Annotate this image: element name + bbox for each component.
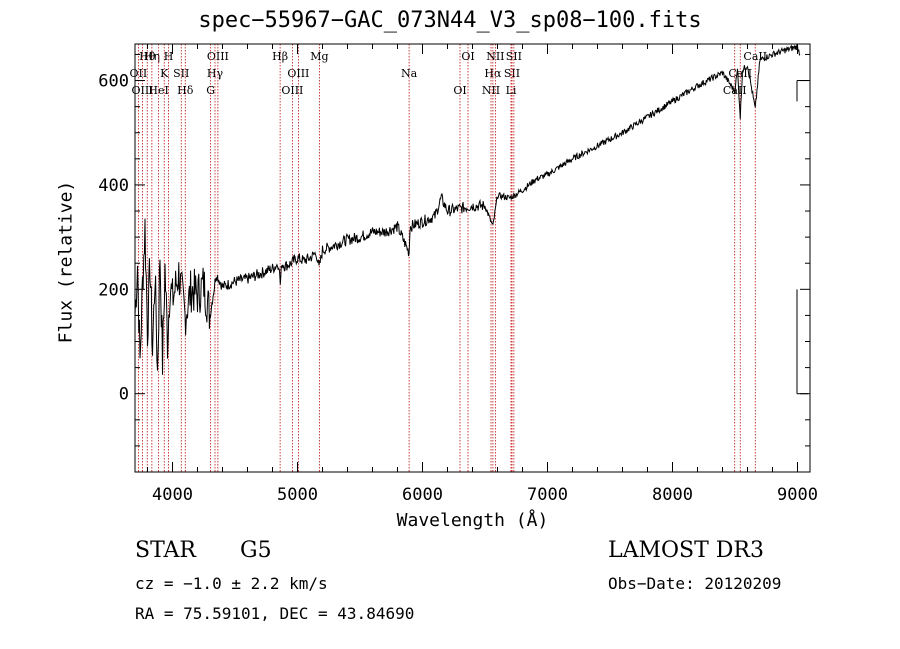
x-tick-label: 8000 — [652, 485, 693, 505]
line-marker-label: NII — [486, 50, 504, 63]
line-marker-label: OIII — [287, 67, 309, 80]
redshift-cz: cz = −1.0 ± 2.2 km/s — [135, 574, 328, 593]
line-marker-label: Na — [401, 67, 418, 80]
survey-name: LAMOST DR3 — [608, 538, 764, 563]
line-marker-label: Hβ — [272, 50, 288, 63]
line-marker-label: K — [160, 67, 169, 80]
line-marker-label: Hγ — [207, 67, 224, 80]
line-marker-label: SII — [504, 67, 520, 80]
observation-date: Obs−Date: 20120209 — [608, 574, 782, 593]
line-marker-label: OIII — [281, 84, 303, 97]
x-axis-label: Wavelength (Å) — [396, 510, 549, 531]
x-tick-label: 5000 — [277, 485, 318, 505]
x-tick-label: 6000 — [402, 485, 443, 505]
line-marker-label: Mg — [310, 50, 328, 63]
line-marker-label: CaII — [743, 50, 767, 63]
line-marker-label: SII — [173, 67, 189, 80]
x-tick-label: 4000 — [152, 485, 193, 505]
flux-line — [134, 44, 801, 375]
object-subclass: G5 — [240, 538, 272, 563]
y-axis-label: Flux (relative) — [55, 180, 77, 344]
y-tick-label: 400 — [98, 176, 129, 196]
line-marker-label: SII — [506, 50, 522, 63]
line-marker-label: Hδ — [177, 84, 194, 97]
line-marker-label: OIII — [131, 84, 153, 97]
axis-ticks: 4000 5000 6000 7000 8000 9000 0 200 400 600 — [98, 44, 818, 505]
line-marker-label: HeI — [148, 84, 168, 97]
line-marker-label: OI — [461, 50, 474, 63]
line-marker-label: OII — [130, 67, 148, 80]
y-tick-label: 600 — [98, 72, 129, 92]
error-bar-edge — [796, 80, 808, 395]
line-marker-label: OIII — [207, 50, 229, 63]
chart-title: spec−55967−GAC_073N44_V3_sp08−100.fits — [198, 8, 702, 33]
x-tick-label: 9000 — [777, 485, 818, 505]
line-marker-label: Li — [506, 84, 517, 97]
line-marker-label: CaII — [728, 67, 752, 80]
y-tick-label: 200 — [98, 280, 129, 300]
ra-dec-coordinates: RA = 75.59101, DEC = 43.84690 — [135, 604, 415, 623]
line-markers: HθOIIOIIIHηKHeIHSIIHδOIIIHγGHβOIIIOIIIMg… — [130, 44, 767, 472]
y-tick-label: 0 — [119, 385, 129, 405]
flux-series — [134, 44, 801, 375]
line-marker-label: OI — [453, 84, 466, 97]
line-marker-label: H — [164, 50, 174, 63]
line-marker-label: Hη — [144, 50, 160, 63]
axes-frame — [134, 43, 811, 473]
object-class: STAR — [135, 538, 196, 563]
line-marker-label: NII — [482, 84, 500, 97]
line-marker-label: Hα — [484, 67, 502, 80]
line-marker-label: G — [206, 84, 215, 97]
x-tick-label: 7000 — [527, 485, 568, 505]
